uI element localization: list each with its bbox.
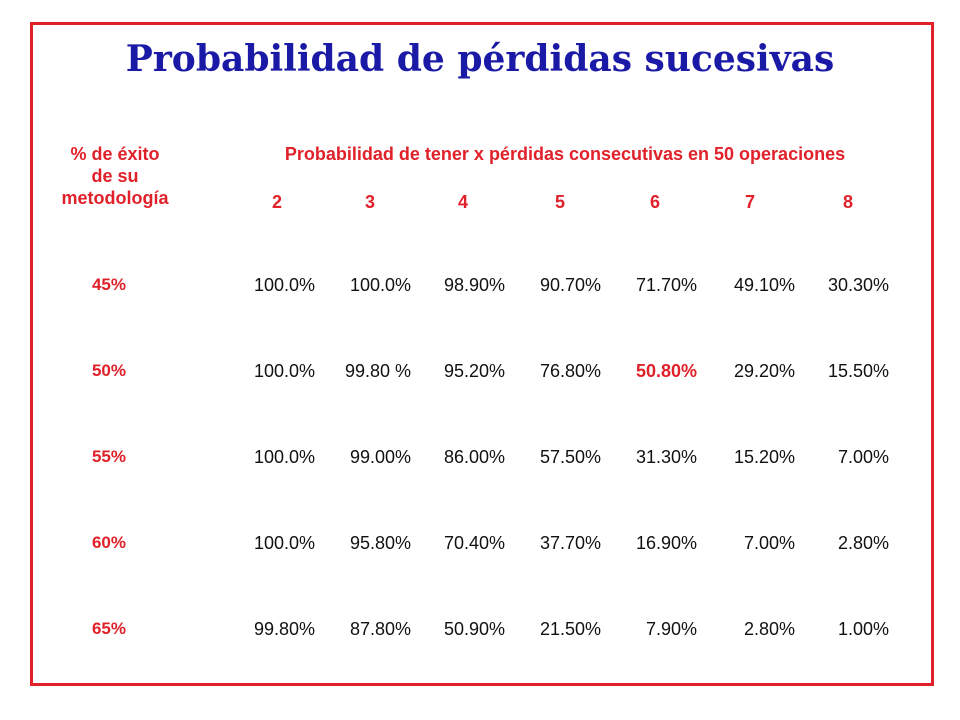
table-cell: 95.80% xyxy=(349,533,411,553)
table-cell: 15.20% xyxy=(733,447,795,467)
row-label: 65% xyxy=(91,619,126,638)
table-cell: 1.00% xyxy=(837,619,889,639)
slide-frame xyxy=(30,22,934,686)
table-cell: 70.40% xyxy=(443,533,505,553)
page-title: Probabilidad de pérdidas sucesivas xyxy=(125,38,835,80)
column-header-3: 3 xyxy=(364,192,375,212)
table-cell: 50.80% xyxy=(635,361,697,381)
table-cell: 2.80% xyxy=(743,619,795,639)
table-cell: 100.0% xyxy=(349,275,411,295)
column-header-4: 4 xyxy=(457,192,468,212)
table-cell: 7.90% xyxy=(645,619,697,639)
table-cell: 29.20% xyxy=(733,361,795,381)
column-header-8: 8 xyxy=(842,192,853,212)
table-cell: 95.20% xyxy=(443,361,505,381)
table-cell: 100.0% xyxy=(253,447,315,467)
table-cell: 31.30% xyxy=(635,447,697,467)
column-header-2: 2 xyxy=(271,192,282,212)
column-header-5: 5 xyxy=(554,192,565,212)
row-header-line-3: metodología xyxy=(61,188,169,208)
table-cell: 98.90% xyxy=(443,275,505,295)
table-cell: 71.70% xyxy=(635,275,697,295)
table-cell: 49.10% xyxy=(733,275,795,295)
table-cell: 16.90% xyxy=(635,533,697,553)
table-cell: 100.0% xyxy=(253,533,315,553)
table-cell: 99.00% xyxy=(349,447,411,467)
table-cell: 30.30% xyxy=(827,275,889,295)
table-cell: 87.80% xyxy=(349,619,411,639)
row-label: 60% xyxy=(91,533,126,552)
table-cell: 90.70% xyxy=(539,275,601,295)
column-group-header: Probabilidad de tener x pérdidas consecu… xyxy=(284,144,846,164)
table-cell: 21.50% xyxy=(539,619,601,639)
table-cell: 99.80 % xyxy=(344,361,411,381)
row-header-line-1: % de éxito xyxy=(70,144,160,164)
column-header-7: 7 xyxy=(744,192,755,212)
row-label: 50% xyxy=(91,361,126,380)
table-cell: 57.50% xyxy=(539,447,601,467)
table-cell: 76.80% xyxy=(539,361,601,381)
table-cell: 15.50% xyxy=(827,361,889,381)
table-cell: 7.00% xyxy=(837,447,889,467)
table-cell: 2.80% xyxy=(837,533,889,553)
table-cell: 7.00% xyxy=(743,533,795,553)
table-cell: 50.90% xyxy=(443,619,505,639)
row-header-line-2: de su xyxy=(91,166,139,186)
table-cell: 100.0% xyxy=(253,361,315,381)
table-cell: 99.80% xyxy=(253,619,315,639)
row-header-label: % de éxito de su metodología xyxy=(40,143,190,209)
row-label: 55% xyxy=(91,447,126,466)
table-cell: 86.00% xyxy=(443,447,505,467)
table-cell: 37.70% xyxy=(539,533,601,553)
row-label: 45% xyxy=(91,275,126,294)
table-cell: 100.0% xyxy=(253,275,315,295)
column-header-6: 6 xyxy=(649,192,660,212)
